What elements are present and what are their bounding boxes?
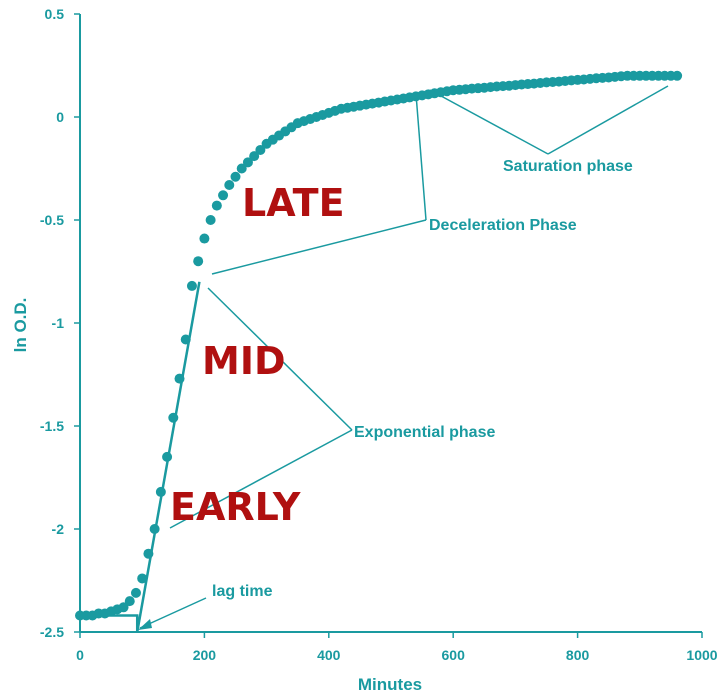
data-point [249, 151, 260, 162]
data-point [130, 587, 141, 598]
x-tick-label: 0 [76, 647, 84, 663]
stage-early-label: EARLY [170, 485, 301, 529]
x-tick-label: 1000 [686, 647, 717, 663]
y-axis-ticks: 0.5 0 -0.5 -1 -1.5 -2 -2.5 [40, 6, 80, 640]
x-tick-label: 600 [442, 647, 466, 663]
deceleration-pointer-upper [415, 93, 427, 221]
deceleration-label: Deceleration Phase [429, 217, 577, 234]
saturation-pointer-right [547, 85, 669, 155]
y-tick-label: -2 [52, 521, 65, 537]
y-axis-title: ln O.D. [11, 298, 30, 353]
annotation-lines [138, 85, 669, 630]
lag-time-pointer [139, 597, 207, 629]
data-point [124, 596, 135, 607]
data-point [255, 144, 266, 155]
data-point [242, 157, 253, 168]
y-tick-label: -0.5 [40, 212, 64, 228]
data-point [168, 412, 179, 423]
data-point [672, 70, 683, 81]
x-axis-title: Minutes [358, 675, 422, 694]
data-point [155, 486, 166, 497]
data-point [230, 171, 241, 182]
data-point [236, 163, 247, 174]
x-tick-label: 200 [193, 647, 217, 663]
data-point [205, 215, 216, 225]
data-point [162, 451, 173, 462]
data-point [218, 190, 229, 201]
data-point [149, 524, 160, 534]
y-tick-label: -1 [52, 315, 65, 331]
data-points [75, 70, 683, 621]
exponential-label: Exponential phase [354, 424, 495, 441]
saturation-label: Saturation phase [503, 158, 633, 175]
y-tick-label: 0 [56, 109, 64, 125]
saturation-pointer-left [429, 89, 549, 155]
lag-time-arrowhead [138, 619, 152, 630]
x-tick-label: 400 [317, 647, 341, 663]
data-point [143, 548, 154, 559]
data-point [180, 334, 191, 345]
data-point [193, 256, 204, 267]
x-axis-ticks: 0 200 400 600 800 1000 [76, 632, 718, 663]
x-tick-label: 800 [566, 647, 590, 663]
y-tick-label: -1.5 [40, 418, 64, 434]
deceleration-pointer-lower [211, 219, 427, 275]
data-point [199, 233, 210, 244]
exponential-pointer-upper [207, 287, 353, 431]
data-point [174, 373, 185, 384]
lag-time-label: lag time [212, 583, 273, 600]
y-tick-label: -2.5 [40, 624, 64, 640]
stage-late-label: LATE [242, 181, 345, 225]
data-point [186, 280, 197, 291]
exponential-pointer-lower [169, 429, 353, 529]
data-point [118, 602, 129, 613]
data-point [211, 200, 222, 211]
data-point [137, 573, 148, 584]
y-tick-label: 0.5 [45, 6, 65, 22]
data-point [224, 179, 235, 190]
stage-mid-label: MID [202, 339, 286, 383]
